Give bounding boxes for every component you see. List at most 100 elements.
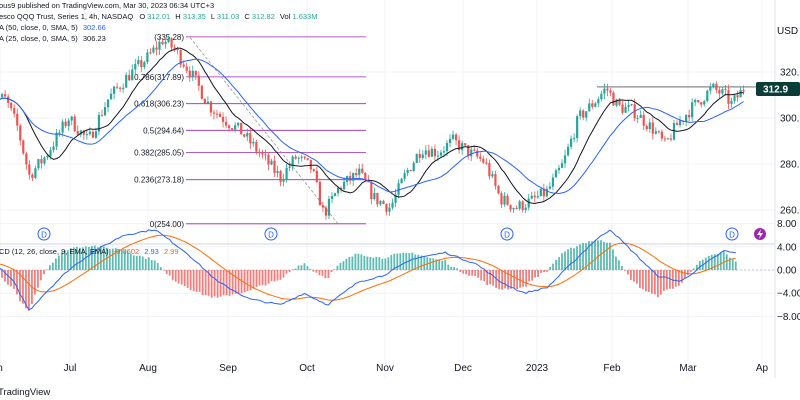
candle-body [361, 168, 364, 173]
macd-histogram-bar [728, 257, 731, 270]
candle-body [373, 192, 376, 200]
macd-histogram-bar [258, 270, 261, 286]
candle-body [267, 154, 270, 165]
macd-histogram-bar [579, 244, 581, 270]
macd-legend[interactable]: CD (12, 26, close, 9, EMA, EMA) -0.0602 … [0, 247, 179, 256]
macd-histogram-bar [453, 267, 456, 270]
macd-histogram-bar [504, 270, 507, 289]
macd-histogram-bar [96, 247, 99, 270]
macd-histogram-bar [471, 270, 474, 276]
macd-histogram-bar [354, 253, 357, 270]
candle-body [315, 170, 318, 183]
macd-histogram-bar [324, 270, 327, 279]
dividend-marker-label: D [729, 231, 735, 240]
macd-histogram-bar [297, 265, 300, 270]
macd-histogram-bar [318, 270, 321, 276]
candle-body [76, 131, 79, 135]
macd-histogram-bar [207, 270, 210, 296]
macd-histogram-bar [381, 258, 384, 270]
macd-histogram-bar [498, 270, 501, 290]
macd-histogram-bar [279, 270, 282, 280]
ohlc-close: 312.82 [252, 12, 275, 21]
macd-histogram-bar [204, 270, 207, 296]
candle-body [146, 52, 149, 63]
candle-body [609, 90, 612, 93]
macd-histogram-bar [141, 256, 144, 270]
macd-histogram-bar [336, 265, 339, 270]
macd-histogram-bar [417, 254, 420, 270]
candle-body [152, 47, 155, 53]
candle-body [194, 70, 197, 76]
candle-body [518, 201, 521, 209]
macd-histogram-bar [46, 269, 48, 271]
macd-histogram-bar [186, 270, 189, 288]
macd-histogram-bar [288, 270, 291, 273]
macd-histogram-bar [734, 261, 737, 270]
fibonacci-retracement[interactable]: (335.28) 0.786(317.89) 0.618(306.23) 0.5(29… [134, 33, 366, 229]
macd-histogram-bar [537, 270, 539, 277]
candle-body [140, 60, 143, 67]
candle-body [400, 178, 403, 184]
candle-body [206, 101, 210, 104]
candle-body [497, 185, 500, 194]
candle-body [252, 141, 255, 144]
candle-body [58, 132, 61, 134]
ma25-legend[interactable]: A (25, close, 0, SMA, 5) 306.23 [0, 34, 106, 43]
macd-histogram-bar [525, 270, 528, 287]
macd-histogram-bar [243, 270, 246, 293]
macd-axis[interactable]: 8.00 4.00 0.00 −4.00 −8.00 [777, 219, 800, 323]
macd-histogram-bar [327, 270, 330, 279]
candle-body [1, 94, 4, 98]
macd-histogram-bar [465, 270, 468, 275]
macd-histogram-bar [671, 270, 674, 289]
price-axis[interactable]: 260.00 280.00 300.00 320.00 [780, 68, 800, 217]
candle-body [294, 156, 297, 159]
candle-body [339, 187, 343, 190]
macd-histogram-bar [372, 257, 375, 270]
symbol-name: esco QQQ Trust, Series 1, 4h, NASDAQ [0, 12, 133, 21]
ma-25-line [0, 47, 744, 205]
candle-body [427, 150, 430, 157]
candle-body [246, 133, 249, 137]
candle-body [461, 143, 464, 151]
candle-body [727, 90, 730, 104]
time-axis[interactable]: n Jul Aug Sep Oct Nov Dec 2023 Feb Mar Ap [0, 363, 769, 374]
macd-histogram-bar [357, 253, 360, 270]
macd-histogram-bar [438, 259, 441, 270]
candle-body [482, 158, 485, 163]
macd-histogram-bar [549, 266, 551, 270]
macd-histogram-bar [564, 251, 566, 270]
candle-body [352, 173, 355, 181]
candle-body [255, 141, 258, 152]
candle-body [542, 188, 545, 197]
macd-histogram-bar [698, 261, 701, 270]
candle-body [675, 123, 679, 126]
macd-histogram-bar [78, 247, 81, 270]
ma50-legend[interactable]: A (50, close, 0, SMA, 5) 302.66 [0, 23, 106, 32]
macd-histogram-bar [360, 254, 363, 270]
candle-body [288, 166, 291, 168]
symbol-title[interactable]: esco QQQ Trust, Series 1, 4h, NASDAQ O 3… [0, 12, 317, 21]
lightning-icon[interactable] [754, 228, 766, 240]
macd-histogram-bar [450, 266, 453, 270]
macd-histogram-bar [366, 256, 369, 270]
fib-level-label: 0.382(285.05) [134, 148, 184, 157]
macd-histogram-bar [393, 253, 396, 270]
time-tick-label: Ap [756, 363, 769, 374]
candle-body [691, 102, 694, 118]
macd-histogram-bar [674, 270, 677, 287]
ohlc-open-label: O [139, 12, 145, 21]
macd-histogram-bar [93, 245, 96, 270]
candle-body [506, 195, 509, 205]
candle-body [530, 195, 533, 199]
macd-histogram-bar [501, 270, 504, 290]
candle-body [730, 100, 733, 104]
ohlc-high-label: H [175, 12, 180, 21]
candle-body [424, 150, 427, 155]
macd-histogram-bar [650, 270, 653, 294]
macd-histogram-bar [54, 258, 57, 270]
macd-histogram-bar [339, 262, 342, 270]
macd-histogram-bar [315, 270, 318, 273]
